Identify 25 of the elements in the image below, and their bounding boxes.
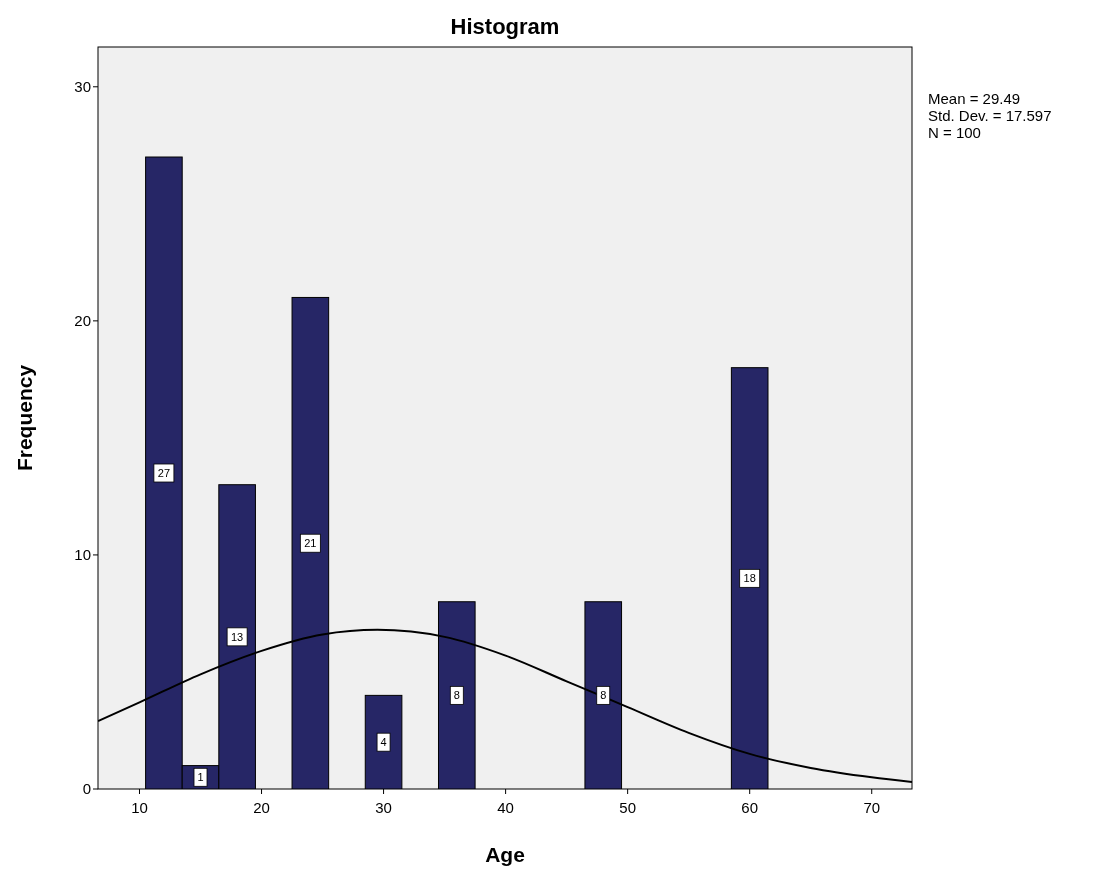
y-tick-label: 10: [74, 545, 91, 563]
data-label: 1: [197, 771, 204, 784]
data-label: 27: [157, 467, 171, 480]
x-tick-label: 70: [863, 799, 881, 816]
data-label: 18: [743, 572, 756, 585]
y-tick-label: 20: [74, 311, 91, 329]
x-tick-label: 10: [131, 799, 148, 816]
text: Mean = 29.49: [928, 90, 1021, 107]
x-axis-title: Age: [485, 843, 525, 866]
data-label: 8: [453, 689, 460, 702]
x-tick-label: 50: [619, 799, 636, 816]
chart-title: Histogram: [450, 14, 560, 39]
text: Std. Dev. = 17.597: [928, 107, 1052, 124]
data-label: 4: [380, 736, 387, 749]
x-tick-label: 40: [497, 799, 514, 816]
data-label: 13: [231, 630, 244, 643]
y-tick-label: 0: [82, 780, 91, 797]
text: N = 100: [928, 124, 981, 141]
x-tick-label: 20: [253, 799, 270, 816]
data-label: 21: [304, 537, 317, 550]
y-tick-label: 30: [74, 77, 91, 95]
data-label: 8: [600, 689, 607, 702]
x-tick-label: 60: [741, 799, 759, 816]
y-axis-title: Frequency: [13, 364, 36, 472]
x-tick-label: 30: [375, 799, 392, 816]
